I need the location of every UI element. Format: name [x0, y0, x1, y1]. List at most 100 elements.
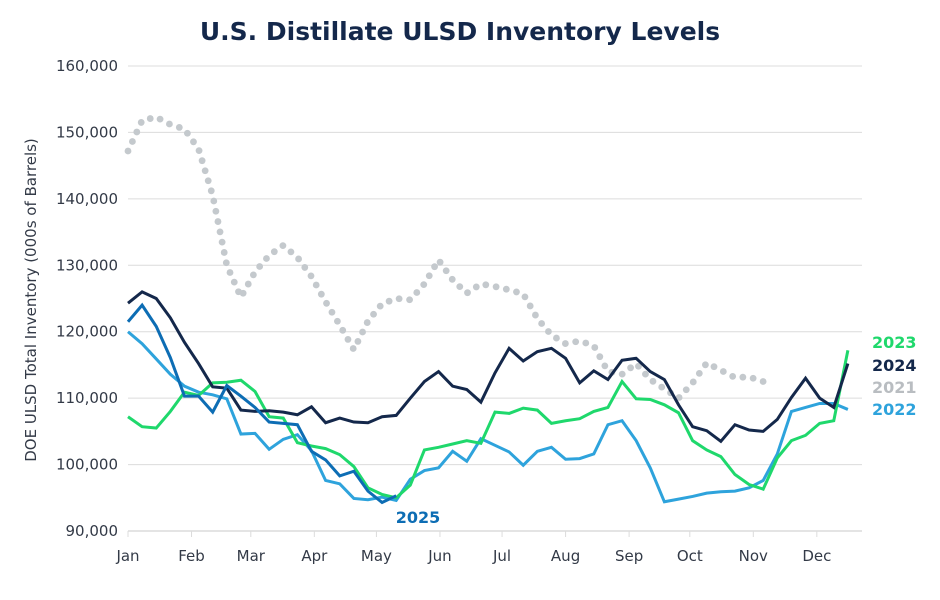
series-2021-dot: [538, 320, 546, 327]
series-2021-dot: [328, 308, 336, 316]
series-2021-dot: [263, 255, 270, 262]
x-tick-label: Oct: [677, 547, 703, 565]
legend-label-2024: 2024: [872, 356, 917, 375]
series-2021-dot: [137, 119, 145, 126]
series-labels: 2023 2024 2021 2022 2025: [396, 333, 917, 527]
series-2021-dot: [561, 340, 569, 347]
series-2021-dot: [323, 299, 330, 307]
series-2021-dot: [317, 290, 325, 298]
series-2021-dot: [156, 115, 164, 123]
series-2021-dot: [582, 339, 590, 347]
series-2021-dot: [406, 296, 413, 304]
y-tick-label: 90,000: [66, 522, 119, 540]
series-2021-dot: [216, 228, 224, 236]
series-2021-dot: [553, 334, 560, 342]
chart-title: U.S. Distillate ULSD Inventory Levels: [200, 17, 720, 46]
series-2021-dot: [210, 197, 218, 205]
series-2021-dot: [220, 249, 228, 256]
series-2021-dot: [395, 295, 403, 303]
y-tick-label: 140,000: [56, 190, 118, 208]
series-2021-dot: [244, 280, 252, 288]
series-2021-dot: [270, 248, 278, 256]
series-2021-dot: [301, 264, 309, 271]
series-2021-dot: [627, 364, 634, 372]
series-2021-dot: [354, 338, 362, 345]
series-2021-dot: [376, 302, 384, 310]
legend-label-2023: 2023: [872, 333, 917, 352]
y-tick-label: 100,000: [56, 456, 118, 474]
series-2021-dot: [618, 370, 626, 378]
x-tick-label: Apr: [301, 547, 328, 565]
series-2021-dot: [572, 338, 580, 346]
series-2021-dot: [425, 272, 433, 280]
series-2021-dot: [596, 353, 604, 361]
series-2021-dot: [689, 378, 697, 386]
series-2021-dot: [339, 326, 347, 334]
series-2021-dot: [279, 242, 287, 250]
series-2023-line: [127, 350, 850, 500]
series-2021-dot: [312, 281, 320, 289]
series-2021-dot: [472, 283, 480, 291]
series-2021-dot: [521, 293, 529, 301]
series-2021-dot: [344, 336, 352, 343]
series-2022-line: [127, 330, 849, 504]
series-2021-dot: [212, 207, 220, 215]
series-2021-dot: [545, 328, 552, 335]
x-ticks: Jan Feb Mar Apr May Jun Jul Aug Sep Oct Nov Dec: [115, 531, 831, 565]
series-2021-dot: [183, 129, 191, 137]
series-2021-dot: [710, 363, 718, 371]
series-2021-dot: [420, 281, 428, 289]
x-tick-label: Nov: [739, 547, 768, 565]
series-2021-dot: [359, 328, 366, 336]
series-2021-dot: [334, 317, 341, 325]
series-2021-dot: [749, 374, 757, 382]
series-2021-dot: [363, 319, 371, 326]
series-2021-dot: [431, 263, 438, 271]
series-2021-dot: [249, 271, 257, 279]
series-2021-dot: [526, 302, 534, 310]
series-lines: [124, 115, 850, 505]
series-2021-dot: [464, 289, 471, 297]
series-2021-dot: [230, 278, 238, 286]
y-axis-label: DOE ULSD Total Inventory (000s of Barrel…: [22, 138, 40, 462]
series-2021-dot: [385, 297, 393, 305]
x-tick-label: Jul: [492, 547, 511, 565]
series-2021-dot: [214, 218, 222, 225]
x-tick-label: Jun: [427, 547, 451, 565]
series-2021-dot: [129, 138, 136, 145]
x-tick-label: Sep: [615, 547, 643, 565]
series-2021-dot: [502, 285, 510, 293]
series-2025-line: [126, 302, 397, 505]
series-2021-dot: [635, 362, 642, 370]
series-2021-dot: [166, 120, 173, 128]
series-2021-dot: [239, 289, 247, 297]
series-2021-dot: [295, 255, 302, 263]
series-2021-dot: [739, 373, 747, 381]
series-2021-dot: [682, 386, 690, 394]
series-2021-dot: [601, 362, 609, 370]
x-tick-label: Mar: [237, 547, 266, 565]
series-2021-dot: [532, 311, 539, 319]
series-2021-dot: [256, 263, 264, 270]
series-2024-line: [127, 290, 850, 444]
y-tick-label: 110,000: [56, 389, 118, 407]
series-2021-dot: [124, 147, 132, 155]
series-2021-dot: [492, 283, 500, 291]
series-2021-dot: [204, 177, 212, 185]
series-2021-dot: [719, 368, 727, 375]
legend-label-2022: 2022: [872, 400, 917, 419]
series-2021-dot: [701, 361, 709, 369]
series-2021-dot: [591, 344, 599, 351]
series-2021-dot: [436, 258, 444, 266]
x-tick-label: Feb: [178, 547, 205, 565]
series-2021-dot: [448, 275, 456, 283]
series-2021-dot: [658, 383, 666, 391]
series-2021-dot: [675, 394, 683, 401]
series-2021-dot: [133, 128, 141, 136]
x-tick-label: Jan: [115, 547, 139, 565]
series-2021-dot: [175, 124, 183, 131]
series-2021-dot: [201, 167, 209, 175]
series-2021-dot: [146, 115, 154, 122]
y-tick-label: 130,000: [56, 256, 118, 274]
